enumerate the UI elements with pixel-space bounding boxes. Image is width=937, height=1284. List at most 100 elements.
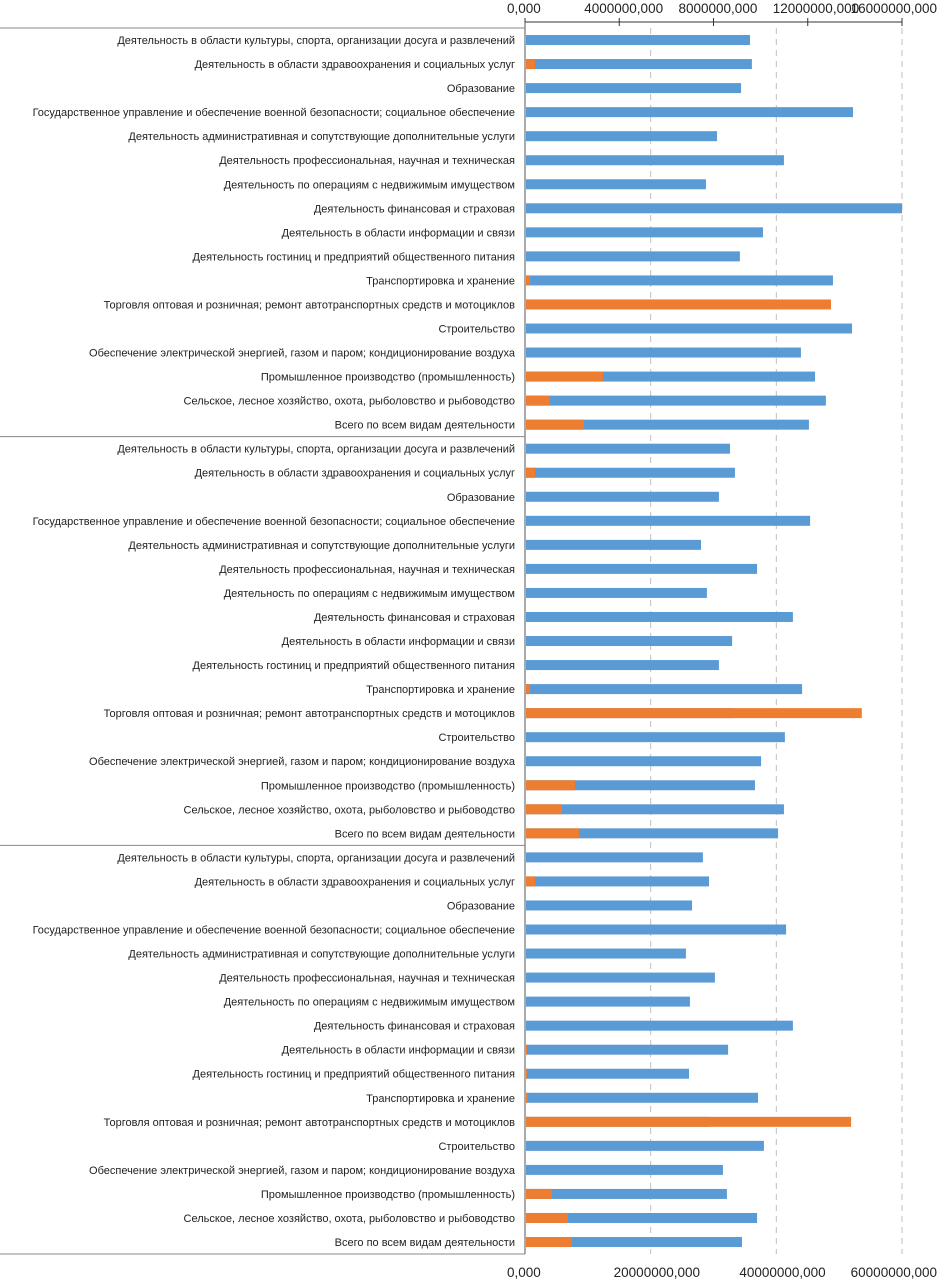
- bar-orange: [526, 804, 563, 815]
- category-label: Деятельность в области культуры, спорта,…: [117, 852, 515, 864]
- bar-orange: [526, 467, 535, 478]
- bar-blue: [526, 1092, 759, 1103]
- bar-blue: [526, 660, 719, 671]
- bar-orange: [526, 275, 531, 286]
- bar-blue: [526, 275, 833, 286]
- category-label: Торговля оптовая и розничная; ремонт авт…: [104, 708, 516, 720]
- category-label: Всего по всем видам деятельности: [335, 1237, 515, 1249]
- category-label: Образование: [447, 83, 515, 95]
- bar-orange: [526, 1188, 553, 1199]
- bar-blue: [526, 515, 811, 526]
- category-label: Деятельность в области культуры, спорта,…: [117, 35, 515, 47]
- bar-blue: [526, 227, 763, 238]
- bar-blue: [526, 732, 785, 743]
- bar-blue: [526, 852, 703, 863]
- bar-blue: [526, 1237, 743, 1248]
- category-label: Всего по всем видам деятельности: [335, 828, 515, 840]
- bar-blue: [526, 587, 707, 598]
- bar-blue: [526, 876, 710, 887]
- category-label: Деятельность по операциям с недвижимым и…: [224, 588, 515, 600]
- bar-orange: [526, 1116, 852, 1127]
- category-label: Деятельность финансовая и страховая: [314, 612, 515, 624]
- top-axis-tick-label: 12000000,000: [773, 1, 859, 16]
- bar-blue: [526, 467, 735, 478]
- category-label: Деятельность гостиниц и предприятий обще…: [193, 1069, 516, 1081]
- bar-blue: [526, 828, 779, 839]
- bar-orange: [526, 828, 579, 839]
- bar-blue: [526, 996, 690, 1007]
- bar-blue: [526, 155, 784, 166]
- category-label: Строительство: [438, 732, 515, 744]
- bar-blue: [526, 972, 715, 983]
- bar-blue: [526, 83, 742, 94]
- category-label: Обеспечение электрической энергией, газо…: [89, 1165, 516, 1177]
- bar-blue: [526, 684, 803, 695]
- category-label: Деятельность по операциям с недвижимым и…: [224, 997, 515, 1009]
- bar-blue: [526, 35, 751, 46]
- bar-blue: [526, 804, 784, 815]
- category-label: Всего по всем видам деятельности: [335, 420, 515, 432]
- bar-blue: [526, 491, 719, 502]
- category-label: Деятельность административная и сопутств…: [128, 540, 515, 552]
- bar-orange: [526, 708, 862, 719]
- category-label: Сельское, лесное хозяйство, охота, рыбол…: [184, 396, 515, 408]
- bar-blue: [526, 900, 693, 911]
- bar-blue: [526, 347, 801, 358]
- category-label: Образование: [447, 900, 515, 912]
- category-label: Деятельность гостиниц и предприятий обще…: [193, 251, 516, 263]
- category-label: Строительство: [438, 324, 515, 336]
- category-label: Транспортировка и хранение: [366, 1093, 515, 1105]
- top-axis-tick-label: 0,000: [507, 1, 541, 16]
- category-label: Деятельность финансовая и страховая: [314, 203, 515, 215]
- category-label: Государственное управление и обеспечение…: [33, 107, 515, 119]
- bar-blue: [526, 371, 816, 382]
- category-label: Образование: [447, 492, 515, 504]
- category-label: Транспортировка и хранение: [366, 275, 515, 287]
- bar-blue: [526, 563, 758, 574]
- bar-blue: [526, 1044, 729, 1055]
- bar-blue: [526, 1212, 758, 1223]
- bar-blue: [526, 203, 902, 214]
- category-label: Сельское, лесное хозяйство, охота, рыбол…: [184, 804, 515, 816]
- bar-orange: [526, 419, 585, 430]
- bar-blue: [526, 780, 755, 791]
- top-axis-tick-label: 4000000,000: [584, 1, 663, 16]
- bar-blue: [526, 419, 809, 430]
- category-label: Обеспечение электрической энергией, газо…: [89, 756, 516, 768]
- category-label: Деятельность профессиональная, научная и…: [219, 155, 515, 167]
- bar-blue: [526, 611, 793, 622]
- category-label: Деятельность в области культуры, спорта,…: [117, 444, 515, 456]
- bar-orange: [526, 1068, 528, 1079]
- bar-blue: [526, 1020, 793, 1031]
- top-axis-tick-label: 16000000,000: [851, 1, 937, 16]
- bar-orange: [526, 371, 603, 382]
- top-axis-tick-label: 8000000,000: [679, 1, 758, 16]
- category-label: Деятельность административная и сопутств…: [128, 131, 515, 143]
- category-label: Деятельность профессиональная, научная и…: [219, 564, 515, 576]
- category-label: Деятельность административная и сопутств…: [128, 949, 515, 961]
- bar-blue: [526, 1068, 689, 1079]
- bar-orange: [526, 1212, 568, 1223]
- bar-orange: [526, 299, 831, 310]
- bar-blue: [526, 924, 787, 935]
- category-label: Строительство: [438, 1141, 515, 1153]
- bar-orange: [526, 1044, 528, 1055]
- bar-blue: [526, 179, 706, 190]
- bottom-axis-tick-label: 20000000,000: [614, 1265, 700, 1280]
- bar-orange: [526, 59, 535, 70]
- bar-orange: [526, 1237, 572, 1248]
- bar-blue: [526, 1164, 723, 1175]
- bottom-axis-tick-label: 0,000: [507, 1265, 541, 1280]
- category-label: Деятельность в области здравоохранения и…: [195, 876, 515, 888]
- category-label: Деятельность в области здравоохранения и…: [195, 59, 515, 71]
- category-label: Торговля оптовая и розничная; ремонт авт…: [104, 1117, 516, 1129]
- bottom-axis-tick-label: 40000000,000: [739, 1265, 825, 1280]
- category-label: Деятельность в области здравоохранения и…: [195, 468, 515, 480]
- bar-orange: [526, 876, 535, 887]
- bar-blue: [526, 251, 740, 262]
- category-label: Промышленное производство (промышленност…: [261, 780, 515, 792]
- bar-blue: [526, 59, 752, 70]
- category-label: Деятельность финансовая и страховая: [314, 1021, 515, 1033]
- bar-blue: [526, 539, 702, 550]
